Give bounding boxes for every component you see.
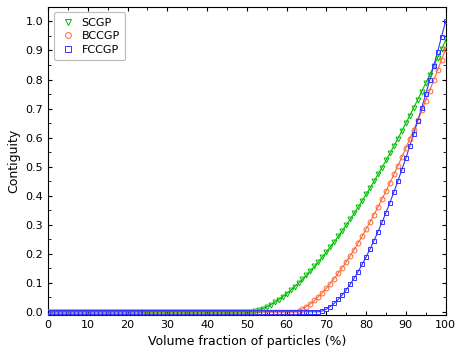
FCCGP (73, 310, 79, 314)
SCGP (284, 291, 289, 296)
Legend: SCGP, BCCGP, FCCGP: SCGP, BCCGP, FCCGP (54, 12, 125, 60)
FCCGP (228, 310, 234, 314)
SCGP (443, 38, 448, 43)
BCCGP (73, 310, 79, 314)
Line: SCGP: SCGP (46, 38, 448, 314)
BCCGP (443, 47, 448, 51)
Line: BCCGP: BCCGP (46, 47, 448, 314)
SCGP (324, 250, 329, 254)
FCCGP (344, 288, 349, 292)
BCCGP (284, 310, 289, 314)
FCCGP (324, 307, 329, 311)
FCCGP (284, 310, 289, 314)
FCCGP (443, 19, 448, 23)
BCCGP (344, 260, 349, 264)
FCCGP (145, 310, 150, 314)
Y-axis label: Contiguity: Contiguity (7, 129, 20, 193)
BCCGP (145, 310, 150, 314)
SCGP (73, 310, 79, 314)
X-axis label: Volume fraction of particles (%): Volume fraction of particles (%) (148, 335, 346, 348)
BCCGP (324, 286, 329, 290)
BCCGP (228, 310, 234, 314)
Line: FCCGP: FCCGP (46, 19, 448, 314)
BCCGP (45, 310, 51, 314)
SCGP (45, 310, 51, 314)
SCGP (344, 223, 349, 227)
SCGP (228, 310, 234, 314)
SCGP (145, 310, 150, 314)
FCCGP (45, 310, 51, 314)
